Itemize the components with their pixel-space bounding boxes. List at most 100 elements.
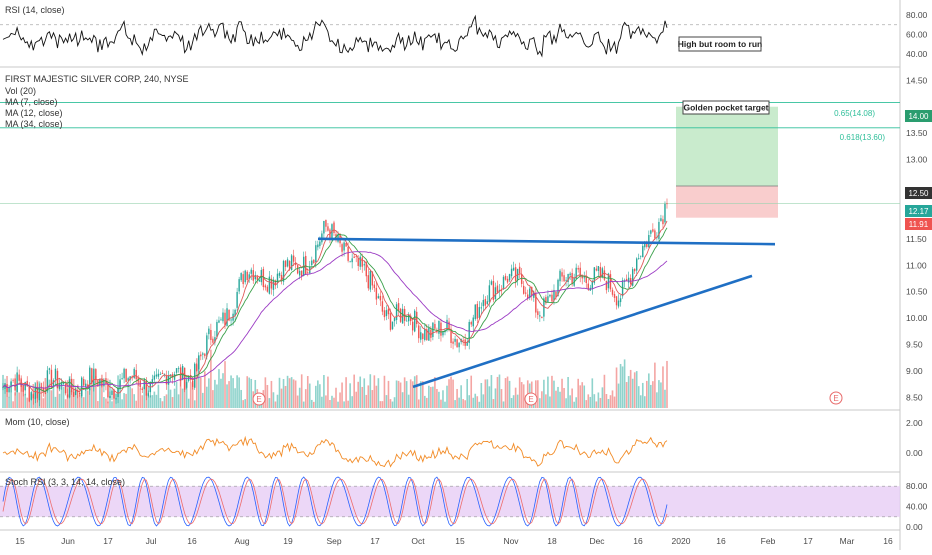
candle-body [18,374,20,381]
candle-body [38,387,41,401]
candle-body [603,270,606,280]
volume-bar [510,397,513,408]
candle-body [646,242,648,247]
volume-bar [234,388,236,408]
candle-body [276,273,279,283]
candle-body [14,378,16,391]
volume-bar [391,401,394,408]
earnings-marker[interactable]: E [524,392,538,406]
candle-body [268,276,271,294]
candle-body [581,276,583,279]
candle-body [555,291,557,298]
volume-bar [8,396,10,408]
volume-bar [597,392,600,408]
volume-bar [191,383,194,408]
price-note: Golden pocket target [683,103,768,113]
candle-body [177,368,180,370]
volume-bar [428,385,430,408]
volume-bar [343,401,345,408]
candles [2,198,668,407]
candle-body [478,307,481,319]
volume-bar [444,401,446,408]
volume-bar [88,388,91,408]
volume-bar [300,374,303,408]
candle-body [196,364,198,371]
volume-bar [666,360,668,408]
price-tick-label: 10.50 [906,287,928,297]
volume-bar [264,377,267,408]
volume-bar [464,400,466,408]
volume-bar [450,376,452,408]
mom-legend: Mom (10, close) [5,417,70,427]
date-axis: 15 Jun 17 Jul 16 Aug 19 Sep 17 Oct 15 Nov 18 Dec 16 202… [15,536,893,546]
volume-bar [488,386,491,408]
volume-bar [563,387,565,408]
earnings-marker[interactable]: E [252,392,266,406]
rsi-tick-label: 60.00 [906,30,928,40]
volume-bar [504,378,507,408]
candle-body [16,372,18,392]
volume-bar [306,376,309,408]
candle-body [664,203,666,223]
volume-bar [520,382,523,408]
candle-body [543,298,545,317]
volume-bar [389,399,392,408]
candle-body [317,244,319,248]
candle-body [545,297,547,304]
candle-body [654,230,656,239]
candle-body [74,388,77,395]
candle-body [361,257,363,267]
candle-body [333,222,335,233]
stoch-d-line [2,478,668,525]
candle-body [531,286,533,297]
candle-body [300,270,303,277]
volume-bar [165,394,168,408]
date-tick-label: Aug [234,536,249,546]
svg-text:E: E [833,394,838,403]
price-tick-label: 13.50 [906,128,928,138]
candle-body [286,259,289,267]
volume-bar [282,379,285,408]
volume-bar [549,396,551,408]
candle-body [40,386,43,388]
volume-bar [167,375,170,408]
volume-bar [315,385,317,408]
candle-body [278,272,281,276]
volume-bar [417,399,420,408]
volume-bar [482,394,485,408]
volume-bar [535,380,537,408]
price-tick-label: 11.50 [906,234,927,244]
volume-bar [86,390,89,408]
candle-body [167,375,170,385]
candle-body [129,376,131,380]
candle-body [62,382,65,384]
volume-bar [20,377,22,408]
ma12-line [2,227,668,392]
ma7-line [2,220,668,394]
volume-bar [214,379,216,408]
fib-0618-label: 0.618(13.60) [840,133,886,142]
candle-body [488,285,491,302]
candle-body [367,275,370,289]
volume-bar [472,397,475,408]
candle-body [593,267,596,283]
earnings-marker[interactable]: E [829,391,843,405]
volume-bar [569,395,571,408]
candle-body [569,273,571,276]
candle-body [420,332,422,340]
candle-body [240,273,242,281]
volume-bar [440,399,442,408]
svg-text:11.91: 11.91 [909,220,929,229]
candle-body [236,291,238,308]
volume-bar [169,389,172,408]
candle-body [224,312,226,326]
volume-bar [405,381,408,408]
volume-bar [633,372,636,408]
candle-body [85,383,87,387]
volume-bar [105,398,107,408]
candle-body [347,247,349,261]
volume-bar [302,401,305,408]
volume-bar [573,401,575,408]
volume-bar [173,388,176,408]
price-tick-label: 11.00 [906,260,927,270]
